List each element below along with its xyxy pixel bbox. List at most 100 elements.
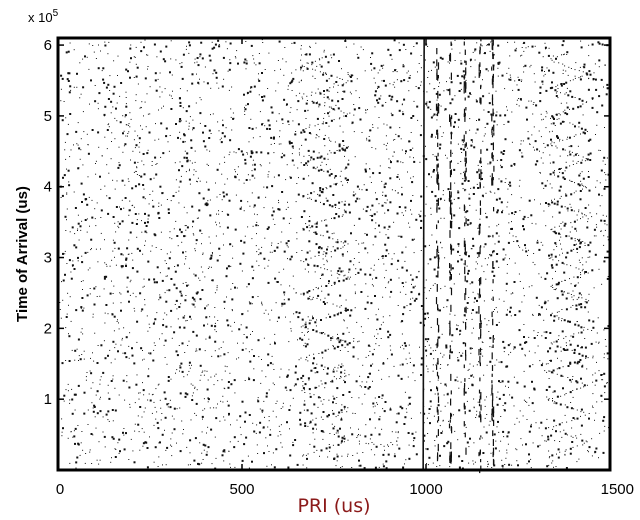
zigzag-point [344,372,346,374]
noise-point [301,79,302,81]
noise-point [501,459,503,461]
noise-point [599,150,601,151]
noise-point [317,294,320,297]
noise-point [61,281,62,283]
noise-point [538,51,541,54]
noise-point [409,226,411,228]
noise-point [287,206,289,208]
noise-point [119,206,120,208]
noise-point [463,314,466,317]
noise-point [344,240,347,243]
noise-point [566,106,569,109]
noise-point [473,407,475,409]
zigzag-point [310,420,312,422]
noise-point [548,378,550,379]
zigzag-point [307,62,309,64]
noise-point [564,454,566,456]
noise-point [326,188,328,190]
zigzag-point [343,83,345,85]
noise-point [140,106,142,108]
stagger-point [437,62,440,70]
noise-point [441,333,443,335]
noise-point [544,146,546,148]
noise-point [118,146,120,148]
noise-point [201,415,204,418]
noise-point [409,362,411,363]
zigzag-point [573,220,576,223]
noise-point [230,325,232,327]
noise-point [121,267,123,269]
noise-point [70,271,72,273]
noise-point [397,135,400,138]
noise-point [256,251,258,253]
noise-point [602,374,604,376]
noise-point [224,419,226,421]
noise-point [578,77,580,79]
noise-point [553,466,554,468]
noise-point [198,463,201,466]
noise-point [375,343,377,345]
noise-point [84,462,86,464]
noise-point [566,345,567,347]
noise-point [469,204,471,206]
noise-point [483,374,485,376]
noise-point [434,155,436,157]
zigzag-point [585,357,587,359]
noise-point [603,357,605,359]
noise-point [426,417,428,419]
zigzag-point [304,392,306,393]
noise-point [335,465,337,467]
stagger-point [450,41,452,46]
noise-point [351,433,354,436]
zigzag-point [576,219,578,221]
noise-point [486,264,488,266]
zigzag-point [550,229,552,231]
noise-point [604,65,606,66]
noise-point [323,51,325,53]
noise-point [161,433,164,436]
noise-point [176,264,179,267]
stagger-point [437,245,439,251]
noise-point [134,213,137,215]
noise-point [606,83,609,86]
noise-point [183,156,186,159]
noise-point [470,374,473,377]
noise-point [569,153,572,156]
noise-point [150,250,152,252]
noise-point [412,115,415,117]
noise-point [319,156,322,159]
noise-point [404,344,407,347]
noise-point [400,321,402,323]
noise-point [390,349,392,351]
noise-point [191,82,194,85]
noise-point [486,44,488,46]
noise-point [257,397,259,399]
noise-point [484,318,486,320]
noise-point [341,417,342,419]
noise-point [136,341,138,343]
noise-point [577,161,579,162]
noise-point [218,130,220,132]
zigzag-point [314,386,317,389]
noise-point [258,62,261,65]
noise-point [595,186,597,188]
noise-point [488,443,490,445]
noise-point [538,248,541,251]
noise-point [86,203,89,206]
zigzag-point [318,136,320,138]
noise-point [473,398,475,400]
noise-point [103,115,105,117]
zigzag-point [580,415,581,417]
noise-point [451,334,454,337]
noise-point [243,443,246,446]
noise-point [403,286,404,288]
noise-point [567,210,569,212]
noise-point [292,147,294,149]
noise-point [185,258,187,260]
noise-point [315,287,317,288]
noise-point [427,46,429,47]
noise-point [258,79,261,82]
noise-point [385,460,388,463]
noise-point [296,378,299,381]
noise-point [558,168,561,170]
